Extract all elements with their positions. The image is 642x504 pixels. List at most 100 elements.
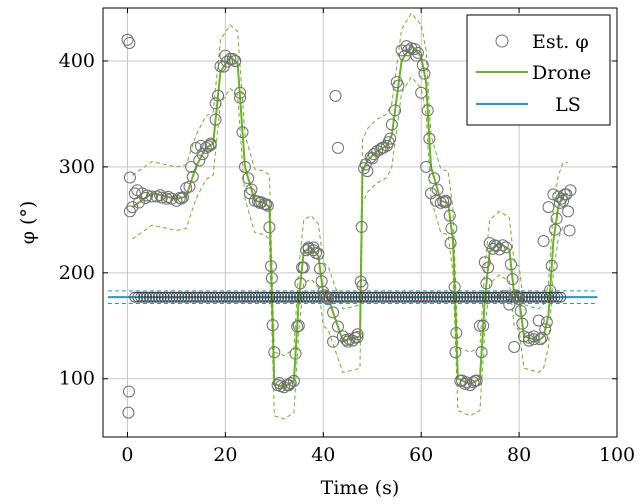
estimate-ls-marker: [299, 291, 311, 303]
estimate-marker: [490, 239, 503, 252]
estimate-marker: [263, 221, 276, 234]
estimate-marker: [226, 52, 239, 65]
estimate-ls-marker: [520, 291, 531, 303]
estimate-marker: [160, 192, 173, 205]
estimate-marker: [560, 188, 573, 201]
estimate-ls-marker: [155, 291, 167, 303]
estimate-marker: [204, 138, 217, 151]
estimate-marker: [318, 289, 331, 302]
estimate-marker: [287, 374, 300, 387]
estimate-ls-marker: [393, 291, 405, 303]
estimate-ls-marker: [161, 291, 173, 303]
estimate-ls-marker: [411, 291, 423, 303]
estimate-ls-marker: [208, 291, 220, 303]
estimate-ls-marker: [302, 291, 314, 303]
legend-estimate-marker: [495, 34, 509, 48]
estimate-ls-marker: [158, 291, 170, 303]
estimate-marker: [331, 141, 344, 154]
estimate-ls-marker: [349, 291, 361, 303]
estimate-ls-marker: [373, 291, 385, 303]
estimate-marker: [265, 260, 278, 273]
estimate-ls-marker: [132, 291, 144, 303]
estimate-marker: [126, 201, 139, 214]
estimate-marker: [503, 298, 516, 311]
estimate-ls-marker: [490, 291, 502, 303]
estimate-marker: [448, 280, 461, 293]
y-tick-label: 300: [59, 156, 95, 178]
estimate-ls-marker: [484, 291, 496, 303]
estimate-marker: [176, 191, 189, 204]
estimate-marker: [418, 67, 431, 80]
estimate-marker: [193, 154, 206, 167]
estimate-ls-marker: [402, 291, 414, 303]
estimate-marker: [402, 44, 415, 57]
estimate-ls-marker: [329, 291, 340, 303]
estimate-ls-marker: [552, 291, 564, 303]
estimate-ls-marker: [270, 291, 282, 303]
estimate-ls-marker: [138, 291, 150, 303]
estimate-ls-marker: [464, 291, 476, 303]
estimate-marker: [527, 330, 540, 343]
estimate-marker: [444, 237, 457, 250]
estimate-ls-marker: [188, 291, 199, 303]
estimate-ls-marker: [252, 291, 264, 303]
estimate-marker: [514, 304, 527, 317]
estimate-marker: [550, 212, 563, 225]
estimate-marker: [511, 290, 524, 303]
estimate-marker: [154, 189, 167, 202]
estimate-ls-marker: [496, 291, 508, 303]
estimate-marker: [415, 86, 428, 99]
estimate-marker: [504, 258, 517, 271]
estimate-marker: [439, 196, 452, 209]
estimate-ls-marker: [288, 291, 299, 303]
estimate-ls-marker: [390, 291, 402, 303]
estimate-marker: [162, 190, 175, 203]
estimate-ls-marker: [261, 291, 273, 303]
estimate-marker: [537, 235, 550, 248]
estimate-marker: [294, 277, 307, 290]
estimate-marker: [260, 198, 273, 211]
estimate-ls-marker: [285, 291, 296, 303]
y-tick-label: 400: [59, 50, 95, 72]
estimate-ls-marker: [249, 291, 261, 303]
estimate-marker: [123, 36, 136, 49]
estimate-marker: [496, 239, 509, 252]
estimate-marker: [423, 132, 436, 145]
estimate-marker: [202, 140, 215, 153]
estimate-marker: [364, 151, 377, 164]
estimate-ls-marker: [296, 291, 308, 303]
estimate-ls-marker: [452, 291, 464, 303]
estimate-ls-marker: [243, 291, 255, 303]
estimate-marker: [562, 205, 575, 218]
estimate-marker: [221, 55, 234, 68]
estimate-ls-marker: [235, 291, 246, 303]
estimate-marker: [341, 335, 354, 348]
estimate-ls-marker: [440, 291, 452, 303]
drone-band-upper: [132, 12, 569, 356]
estimate-marker: [309, 247, 322, 260]
estimate-ls-marker: [223, 291, 235, 303]
estimate-marker: [493, 243, 506, 256]
estimate-marker: [480, 277, 493, 290]
estimate-ls-marker: [149, 291, 161, 303]
estimate-ls-marker: [470, 291, 481, 303]
estimate-ls-marker: [202, 291, 214, 303]
estimate-ls-marker: [343, 291, 355, 303]
estimate-ls-marker: [517, 291, 528, 303]
legend-ls-label: LS: [555, 94, 581, 116]
estimate-marker: [467, 376, 480, 389]
estimate-marker: [281, 379, 294, 392]
estimate-ls-marker: [352, 291, 364, 303]
estimate-ls-marker: [167, 291, 179, 303]
estimate-ls-marker: [205, 291, 217, 303]
estimate-ls-marker: [232, 291, 244, 303]
estimate-ls-marker: [396, 291, 408, 303]
x-tick-label: 40: [311, 444, 335, 466]
estimate-marker: [329, 89, 342, 102]
estimate-ls-marker: [361, 291, 373, 303]
estimate-ls-marker: [355, 291, 367, 303]
estimate-ls-marker: [176, 291, 188, 303]
estimate-ls-marker: [194, 291, 205, 303]
estimate-ls-marker: [461, 291, 473, 303]
estimate-marker: [513, 293, 526, 306]
